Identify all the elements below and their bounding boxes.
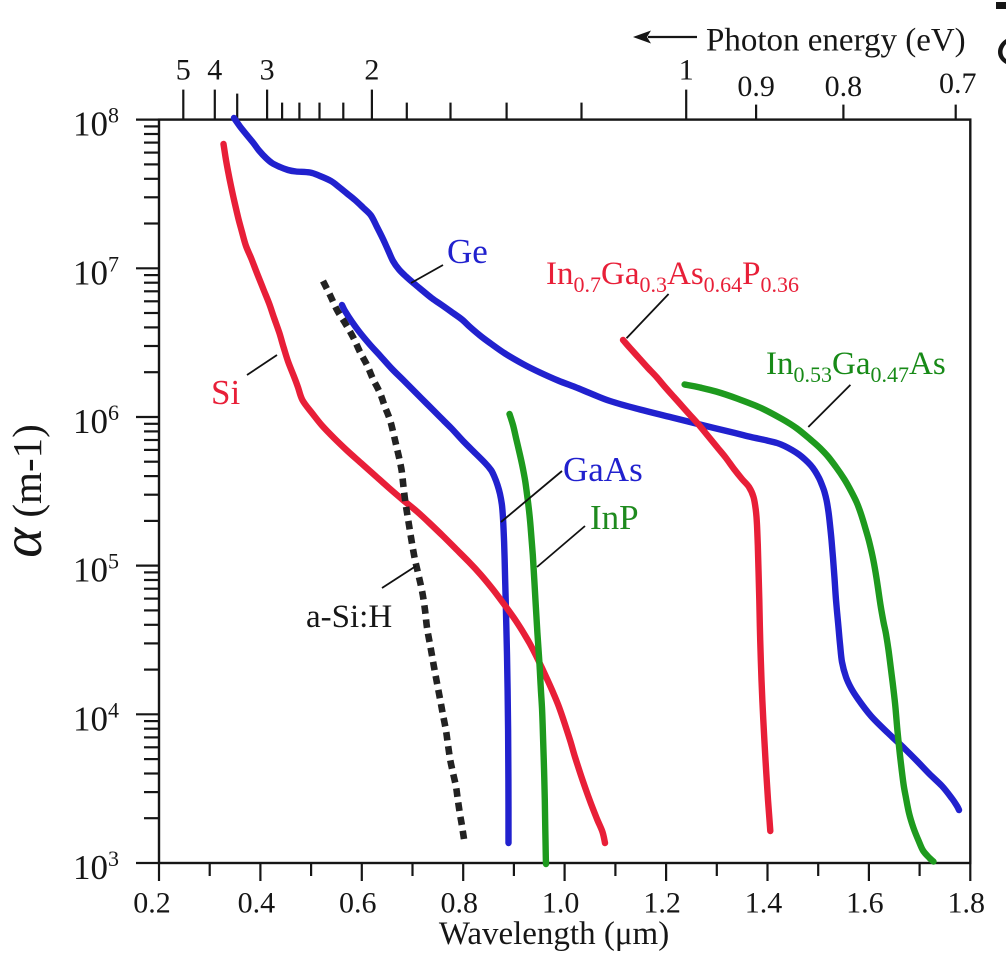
svg-text:In0.7​Ga0.3​As0.64​P0.36​: In0.7​Ga0.3​As0.64​P0.36​ [546,256,799,297]
svg-text:10: 10 [73,551,108,590]
svg-text:0.9: 0.9 [737,70,775,103]
svg-text:6: 6 [108,400,119,425]
svg-text:7: 7 [108,251,119,276]
svg-text:10: 10 [73,105,108,144]
svg-text:Ge: Ge [447,232,488,271]
svg-text:0.8: 0.8 [440,887,478,920]
svg-text:1.6: 1.6 [846,887,884,920]
svg-text:10: 10 [73,848,108,887]
svg-text:0.8: 0.8 [825,70,863,103]
svg-text:a-Si:H: a-Si:H [306,599,392,635]
svg-text:0.7: 0.7 [939,67,977,100]
svg-text:Wavelength (μm): Wavelength (μm) [439,916,669,952]
svg-text:10: 10 [73,699,108,738]
svg-text:4: 4 [108,697,119,722]
svg-text:3: 3 [108,846,119,871]
svg-text:4: 4 [207,54,222,87]
svg-text:In0.53​Ga0.47​As: In0.53​Ga0.47​As [766,346,946,387]
svg-text:0.2: 0.2 [133,887,171,920]
svg-text:GaAs: GaAs [563,450,643,489]
svg-text:1.0: 1.0 [542,887,580,920]
svg-text:5: 5 [176,54,191,87]
svg-text:0.4: 0.4 [238,887,276,920]
svg-text:5: 5 [108,549,119,574]
svg-text:0.6: 0.6 [339,887,377,920]
svg-text:α (m-1): α (m-1) [0,424,54,558]
svg-text:3: 3 [260,54,275,87]
svg-text:InP: InP [590,498,639,537]
svg-text:10: 10 [73,402,108,441]
svg-text:1.4: 1.4 [745,887,783,920]
svg-text:2: 2 [364,54,379,87]
svg-text:1.2: 1.2 [643,887,681,920]
svg-text:Photon energy (eV): Photon energy (eV) [706,23,966,59]
svg-text:1: 1 [679,54,694,87]
svg-text:10: 10 [73,253,108,292]
svg-text:Si: Si [211,373,240,412]
svg-text:1.8: 1.8 [948,887,986,920]
svg-text:8: 8 [108,103,119,128]
